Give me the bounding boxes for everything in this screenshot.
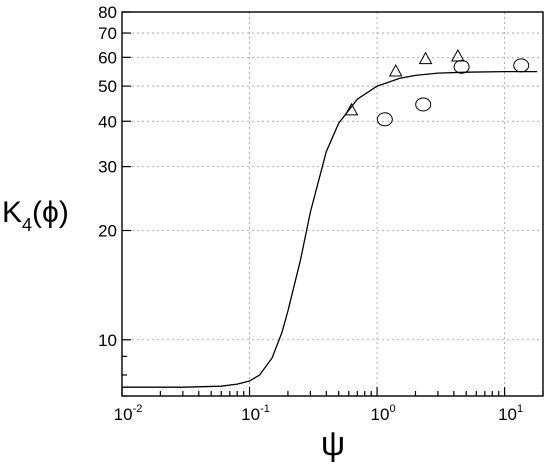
y-axis-title-subscript: 4 bbox=[22, 215, 32, 235]
x-tick-label-base: 10 bbox=[241, 405, 260, 424]
y-tick-label: 50 bbox=[98, 77, 117, 96]
x-tick-label: 100 bbox=[371, 403, 396, 424]
x-tick-label: 10-2 bbox=[114, 403, 143, 424]
x-tick-label-exponent: 1 bbox=[517, 403, 523, 415]
y-axis-title-argument: (ϕ) bbox=[32, 196, 69, 229]
series bbox=[122, 48, 538, 388]
y-tick-label: 70 bbox=[98, 24, 117, 43]
y-tick-label: 80 bbox=[98, 3, 117, 22]
x-tick-label-exponent: -2 bbox=[133, 403, 143, 415]
y-tick-label: 40 bbox=[98, 112, 117, 131]
model-curve bbox=[122, 70, 538, 388]
x-tick-label-exponent: -1 bbox=[260, 403, 270, 415]
circle-point bbox=[513, 58, 530, 73]
triangle-point bbox=[451, 48, 465, 62]
x-tick-label-base: 10 bbox=[114, 405, 133, 424]
x-tick-label: 101 bbox=[498, 403, 523, 424]
circle-point bbox=[453, 59, 470, 74]
y-axis-title-main: K bbox=[2, 196, 22, 229]
x-tick-label: 10-1 bbox=[241, 403, 270, 424]
x-axis-title: ψ bbox=[321, 425, 345, 463]
y-tick-label: 30 bbox=[98, 158, 117, 177]
ticks bbox=[121, 11, 544, 397]
triangle-point bbox=[388, 64, 403, 77]
circle-point bbox=[376, 112, 393, 127]
y-tick-label: 60 bbox=[98, 48, 117, 67]
x-tick-label-base: 10 bbox=[498, 405, 517, 424]
y-tick-label: 10 bbox=[98, 331, 117, 350]
y-tick-label: 20 bbox=[98, 222, 117, 241]
y-axis-title: K4(ϕ) bbox=[2, 196, 69, 235]
plot-frame bbox=[121, 11, 544, 397]
grid bbox=[122, 12, 543, 396]
circle-point bbox=[415, 97, 432, 112]
x-tick-label-base: 10 bbox=[371, 405, 390, 424]
triangle-point bbox=[418, 51, 433, 65]
triangle-point bbox=[344, 102, 359, 116]
x-tick-label-exponent: 0 bbox=[389, 403, 395, 415]
